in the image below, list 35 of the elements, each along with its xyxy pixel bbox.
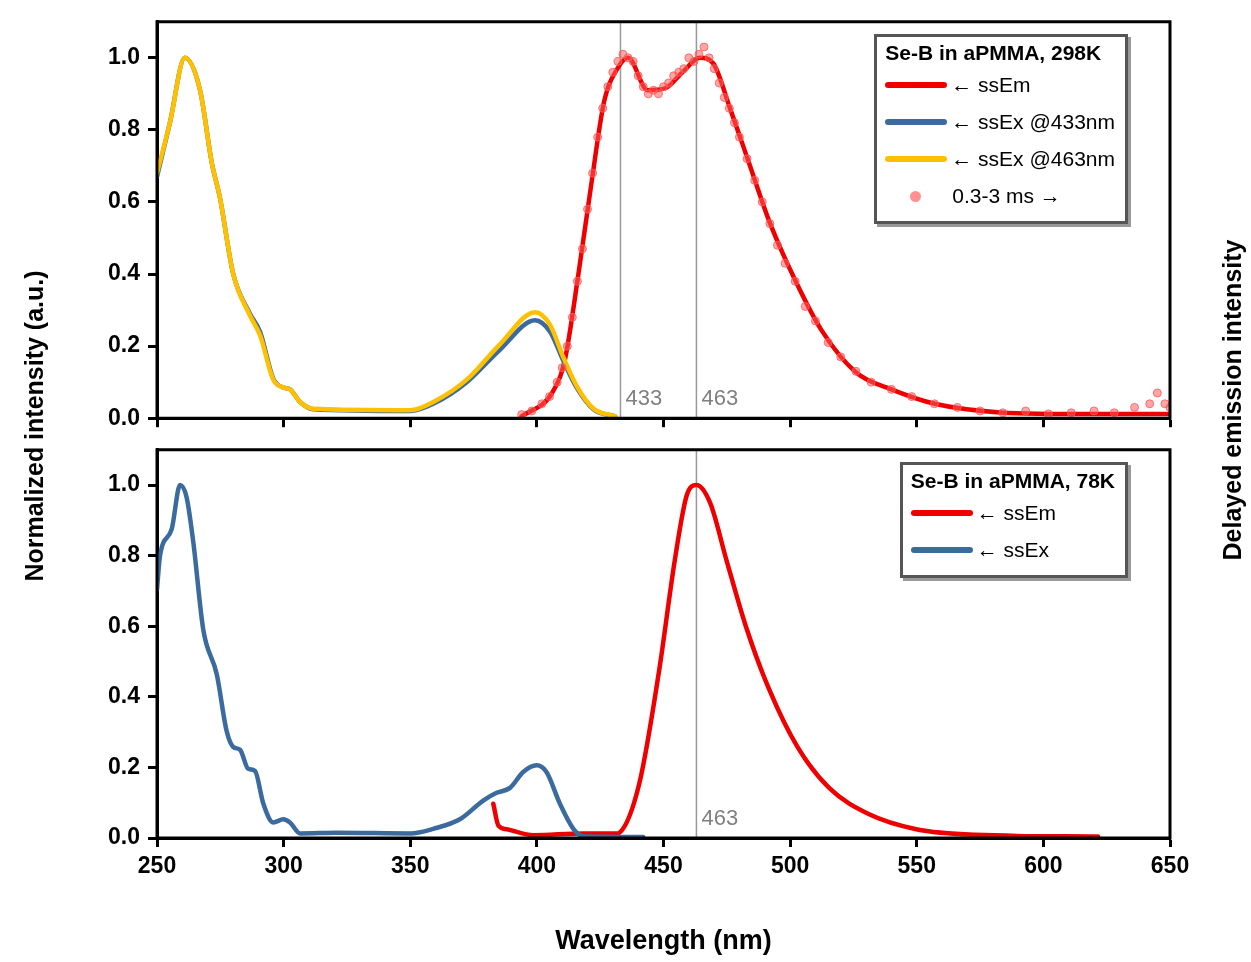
y-tick-label: 0.0: [108, 403, 140, 430]
x-tick-label: 500: [770, 852, 810, 879]
y-axis-title: Normalized intensity (a.u.): [19, 270, 49, 582]
x-tick-label: 450: [644, 852, 683, 879]
legend-title: Se-B in aPMMA, 78K: [910, 468, 1115, 493]
y-tick-label: 0.4: [108, 682, 141, 709]
y-tick-label: 0.8: [108, 115, 141, 142]
x-tick-label: 550: [897, 852, 936, 879]
y-tick-label: 1.0: [108, 43, 140, 70]
x-tick-label: 600: [1024, 852, 1063, 879]
x-tick-label: 300: [264, 852, 303, 879]
x-axis-title: Wavelength (nm): [555, 925, 772, 956]
legend-label: ← ssEx: [976, 538, 1050, 563]
y-tick-label: 0.8: [108, 541, 141, 568]
ref-line-label: 463: [701, 805, 739, 831]
legend-label: ← ssEm: [976, 501, 1057, 526]
x-tick-label: 400: [517, 852, 557, 879]
y-tick-label: 0.6: [108, 187, 140, 214]
ref-line-label: 463: [701, 385, 739, 411]
y-tick-label: 0.0: [108, 823, 140, 850]
y-tick-label: 0.2: [108, 331, 140, 358]
y2-axis-title: Delayed emission intensity: [1217, 239, 1247, 561]
x-tick-label: 350: [391, 852, 430, 879]
legend-title: Se-B in aPMMA, 298K: [885, 40, 1103, 65]
y-tick-label: 0.2: [108, 752, 140, 779]
legend-label: ← ssEx @433nm: [951, 110, 1115, 135]
y-tick-label: 1.0: [108, 470, 140, 497]
y-tick-label: 0.6: [108, 611, 140, 638]
legend-label: 0.3-3 ms →: [952, 184, 1061, 209]
x-tick-label: 250: [137, 852, 177, 879]
y-tick-label: 0.4: [108, 259, 141, 286]
ref-line-label: 433: [625, 385, 663, 411]
legend-label: ← ssEm: [951, 73, 1031, 98]
x-tick-label: 650: [1150, 852, 1190, 879]
legend-label: ← ssEx @463nm: [951, 147, 1115, 172]
